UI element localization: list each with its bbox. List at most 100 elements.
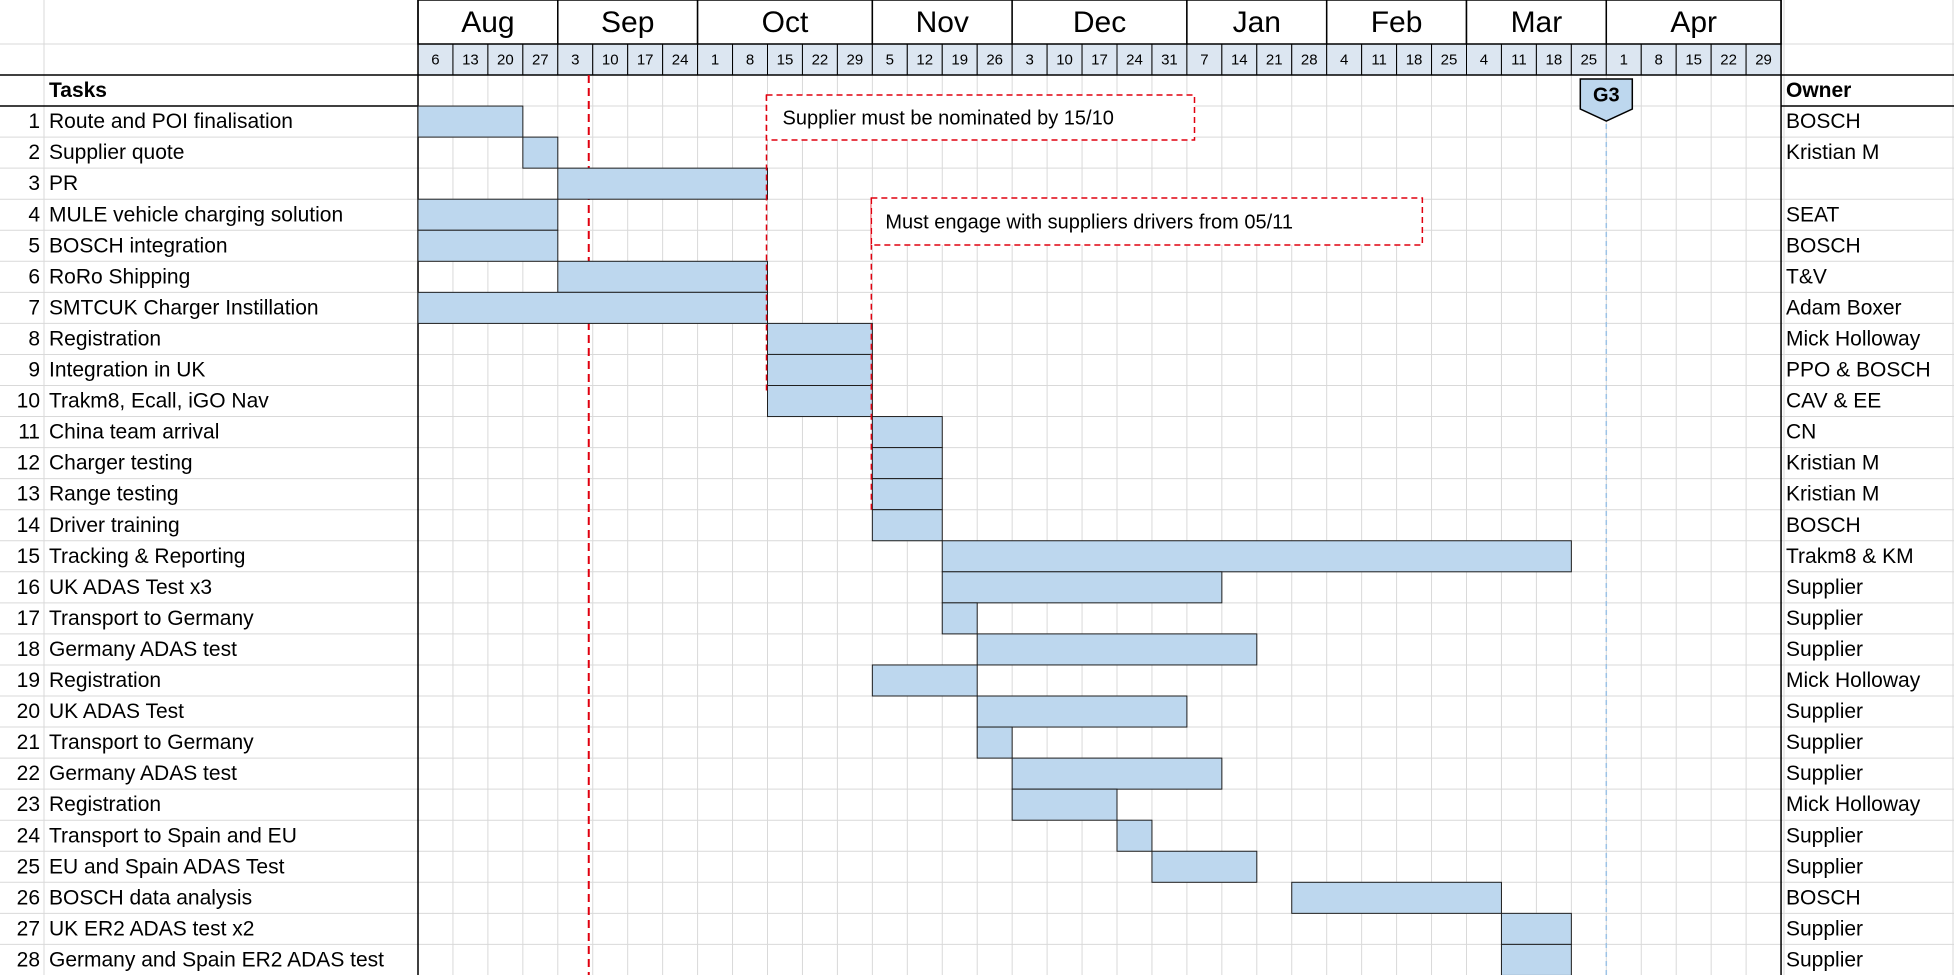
task-number: 16 — [17, 576, 40, 599]
week-tick-label: 15 — [777, 51, 794, 68]
month-label: Aug — [461, 6, 514, 39]
week-tick-label: 18 — [1546, 51, 1563, 68]
week-cell — [662, 43, 699, 76]
task-name: Trakm8, Ecall, iGO Nav — [49, 390, 269, 413]
annotation-box — [870, 197, 1424, 246]
task-owner: Supplier — [1786, 762, 1863, 785]
task-bar — [767, 322, 873, 355]
task-number: 11 — [18, 421, 40, 444]
week-tick-label: 10 — [1056, 51, 1073, 68]
week-tick-label: 12 — [916, 51, 933, 68]
week-tick-label: 27 — [532, 51, 549, 68]
task-owner: Kristian M — [1786, 483, 1879, 506]
task-number: 22 — [17, 762, 40, 785]
task-bar — [1151, 850, 1258, 883]
task-number: 13 — [17, 483, 40, 506]
task-number: 2 — [28, 141, 40, 164]
task-number: 20 — [17, 700, 40, 723]
week-cell — [801, 43, 838, 76]
task-bar — [1500, 943, 1572, 976]
week-tick-label: 17 — [637, 51, 654, 68]
task-number: 21 — [17, 731, 40, 754]
task-owner: Supplier — [1786, 731, 1863, 754]
task-bar — [871, 478, 943, 511]
week-cell — [1710, 43, 1747, 76]
task-bar — [941, 602, 978, 635]
week-tick-label: 3 — [1025, 51, 1033, 68]
task-owner: Supplier — [1786, 576, 1863, 599]
task-owner: BOSCH — [1786, 514, 1861, 537]
task-name: China team arrival — [49, 421, 219, 444]
task-name: Driver training — [49, 514, 180, 537]
task-owner: Kristian M — [1786, 141, 1879, 164]
task-number: 9 — [28, 359, 40, 382]
task-name: PR — [49, 172, 78, 195]
task-number: 12 — [17, 452, 40, 475]
task-name: Germany and Spain ER2 ADAS test — [49, 948, 384, 971]
week-tick-label: 3 — [571, 51, 579, 68]
week-tick-label: 6 — [431, 51, 439, 68]
week-tick-label: 13 — [462, 51, 479, 68]
task-owner: Supplier — [1786, 917, 1863, 940]
task-name: MULE vehicle charging solution — [49, 203, 343, 226]
week-tick-label: 15 — [1685, 51, 1702, 68]
week-tick-label: 8 — [1655, 51, 1663, 68]
task-bar — [767, 353, 873, 387]
week-tick-label: 18 — [1406, 51, 1423, 68]
milestone-label: G3 — [1593, 84, 1620, 106]
task-name: Germany ADAS test — [49, 762, 237, 785]
task-name: BOSCH data analysis — [49, 886, 252, 909]
week-tick-label: 25 — [1441, 51, 1458, 68]
task-number: 10 — [17, 390, 40, 413]
task-bar — [976, 633, 1258, 666]
week-tick-label: 10 — [602, 51, 619, 68]
task-number: 1 — [28, 110, 40, 133]
task-number: 19 — [17, 669, 40, 692]
task-name: Tracking & Reporting — [49, 545, 245, 568]
task-name: Registration — [49, 327, 161, 350]
task-name: Transport to Germany — [49, 607, 254, 630]
week-tick-label: 29 — [1755, 51, 1772, 68]
task-number: 15 — [17, 545, 40, 568]
week-cell — [1186, 43, 1223, 76]
task-name: Integration in UK — [49, 359, 205, 382]
week-tick-label: 22 — [812, 51, 829, 68]
task-bar — [871, 664, 978, 697]
task-bar — [1500, 912, 1572, 945]
task-name: RoRo Shipping — [49, 265, 190, 288]
week-tick-label: 1 — [1620, 51, 1628, 68]
task-name: UK ADAS Test — [49, 700, 184, 723]
month-cell — [1011, 0, 1188, 45]
week-tick-label: 4 — [1480, 51, 1488, 68]
annotation-box — [765, 94, 1196, 141]
week-cell — [1361, 43, 1398, 76]
task-bar — [941, 571, 1223, 604]
task-bar — [941, 540, 1572, 573]
month-label: Nov — [916, 6, 969, 39]
week-cell — [557, 43, 594, 76]
task-bar — [1116, 819, 1153, 852]
task-name: Supplier quote — [49, 141, 184, 164]
week-cell — [1256, 43, 1293, 76]
week-tick-label: 29 — [847, 51, 864, 68]
week-cell — [452, 43, 489, 76]
task-bar — [976, 726, 1013, 759]
week-cell — [767, 43, 803, 76]
task-name: UK ER2 ADAS test x2 — [49, 917, 254, 940]
task-owner: BOSCH — [1786, 234, 1861, 257]
task-owner: Mick Holloway — [1786, 327, 1921, 350]
tasks-header: Tasks — [49, 79, 107, 102]
week-tick-label: 25 — [1580, 51, 1597, 68]
task-owner: Supplier — [1786, 638, 1863, 661]
week-tick-label: 26 — [986, 51, 1003, 68]
task-number: 18 — [17, 638, 40, 661]
month-cell — [1325, 0, 1468, 45]
month-label: Mar — [1511, 6, 1563, 39]
task-bar — [557, 260, 768, 293]
month-cell — [557, 0, 699, 45]
task-bar — [767, 385, 873, 418]
week-cell — [1081, 43, 1118, 76]
week-tick-label: 7 — [1200, 51, 1208, 68]
task-owner: Mick Holloway — [1786, 669, 1921, 692]
